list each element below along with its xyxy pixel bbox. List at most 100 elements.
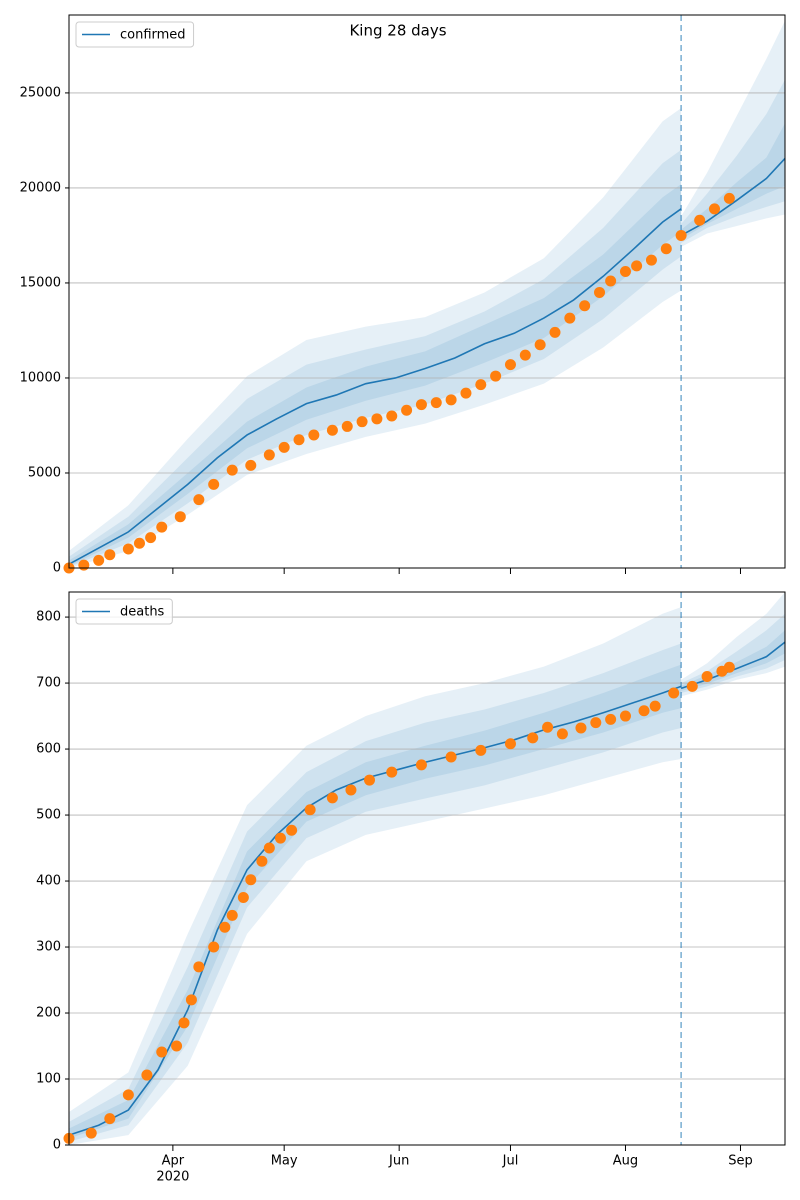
observed-point bbox=[619, 710, 631, 722]
y-tick-label: 0 bbox=[53, 1138, 61, 1153]
observed-point bbox=[122, 1089, 134, 1101]
observed-point bbox=[694, 214, 706, 226]
observed-point bbox=[286, 824, 298, 836]
observed-point bbox=[605, 713, 617, 725]
observed-point bbox=[594, 286, 606, 298]
legend: confirmed bbox=[75, 21, 195, 48]
observed-point bbox=[193, 961, 205, 973]
subplot: 0 5000 10000 15000 20000 25000 King 28 days con… bbox=[20, 14, 786, 576]
observed-point bbox=[263, 449, 275, 461]
x-year-label: 2020 bbox=[156, 1170, 189, 1185]
uncertainty-band bbox=[681, 20, 785, 247]
observed-point bbox=[504, 738, 516, 750]
observed-point bbox=[490, 370, 502, 382]
observed-point bbox=[122, 543, 134, 555]
y-tick-label: 5000 bbox=[28, 465, 61, 480]
observed-point bbox=[256, 855, 268, 867]
observed-point bbox=[386, 410, 398, 422]
observed-point bbox=[401, 404, 413, 416]
x-tick-label: Sep bbox=[728, 1154, 753, 1169]
observed-point bbox=[723, 192, 735, 204]
uncertainty-band bbox=[681, 79, 785, 244]
y-tick-label: 700 bbox=[36, 676, 61, 691]
observed-point bbox=[226, 464, 238, 476]
observed-point bbox=[445, 751, 457, 763]
observed-point bbox=[293, 434, 305, 446]
observed-point bbox=[363, 774, 375, 786]
uncertainty-band bbox=[69, 643, 682, 1142]
observed-point bbox=[504, 359, 516, 371]
observed-point bbox=[445, 394, 457, 406]
observed-point bbox=[701, 670, 713, 682]
observed-point bbox=[341, 420, 353, 432]
observed-point bbox=[185, 994, 197, 1006]
observed-point bbox=[304, 804, 316, 816]
uncertainty-band bbox=[681, 592, 785, 697]
observed-point bbox=[556, 728, 568, 740]
model-line bbox=[68, 685, 682, 1136]
observed-point bbox=[619, 266, 631, 278]
legend-label: deaths bbox=[120, 605, 165, 620]
observed-point bbox=[668, 687, 680, 699]
y-tick-label: 0 bbox=[53, 561, 61, 576]
observed-point bbox=[174, 511, 186, 523]
observed-point bbox=[645, 254, 657, 266]
observed-point bbox=[542, 721, 554, 733]
observed-point bbox=[245, 874, 257, 886]
observed-point bbox=[660, 243, 672, 255]
observed-point bbox=[104, 549, 116, 561]
observed-point bbox=[675, 229, 687, 241]
legend-box bbox=[75, 21, 195, 48]
y-tick-label: 500 bbox=[36, 808, 61, 823]
y-tick-label: 20000 bbox=[20, 180, 61, 195]
observed-point bbox=[326, 424, 338, 436]
observed-point bbox=[386, 766, 398, 778]
uncertainty-band bbox=[69, 607, 682, 1145]
observed-point bbox=[85, 1127, 97, 1139]
y-tick-label: 100 bbox=[36, 1072, 61, 1087]
y-tick-label: 300 bbox=[36, 940, 61, 955]
observed-point bbox=[208, 941, 220, 953]
observed-point bbox=[723, 661, 735, 673]
observed-point bbox=[245, 459, 257, 471]
y-tick-label: 10000 bbox=[20, 370, 61, 385]
observed-point bbox=[475, 379, 487, 391]
observed-point bbox=[415, 759, 427, 771]
observed-point bbox=[193, 494, 205, 506]
observed-point bbox=[575, 722, 587, 734]
x-tick-label: Aug bbox=[613, 1154, 638, 1169]
axes-frame bbox=[68, 14, 786, 569]
y-tick-label: 600 bbox=[36, 742, 61, 757]
observed-point bbox=[171, 1040, 183, 1052]
legend: deaths bbox=[75, 598, 173, 625]
axes-frame bbox=[68, 591, 786, 1146]
observed-point bbox=[263, 842, 275, 854]
y-tick-label: 25000 bbox=[20, 85, 61, 100]
observed-point bbox=[460, 387, 472, 399]
observed-point bbox=[605, 275, 617, 287]
observed-point bbox=[519, 349, 531, 361]
uncertainty-band bbox=[681, 123, 785, 240]
observed-point bbox=[219, 921, 231, 933]
observed-point bbox=[278, 441, 290, 453]
model-line bbox=[680, 157, 786, 237]
observed-point bbox=[145, 532, 157, 544]
observed-point bbox=[649, 700, 661, 712]
observed-point bbox=[686, 680, 698, 692]
observed-point bbox=[415, 399, 427, 411]
x-tick-label: May bbox=[271, 1154, 298, 1169]
observed-point bbox=[237, 892, 249, 904]
x-tick-label: Apr bbox=[162, 1154, 185, 1169]
y-tick-label: 400 bbox=[36, 874, 61, 889]
observed-point bbox=[345, 784, 357, 796]
observed-point bbox=[371, 413, 383, 425]
y-tick-label: 800 bbox=[36, 610, 61, 625]
uncertainty-band bbox=[69, 149, 682, 568]
observed-point bbox=[564, 312, 576, 324]
legend-label: confirmed bbox=[120, 28, 186, 43]
legend-box bbox=[75, 598, 173, 625]
y-tick-label: 15000 bbox=[20, 275, 61, 290]
observed-point bbox=[308, 429, 320, 441]
observed-point bbox=[356, 416, 368, 428]
uncertainty-band bbox=[69, 184, 682, 567]
